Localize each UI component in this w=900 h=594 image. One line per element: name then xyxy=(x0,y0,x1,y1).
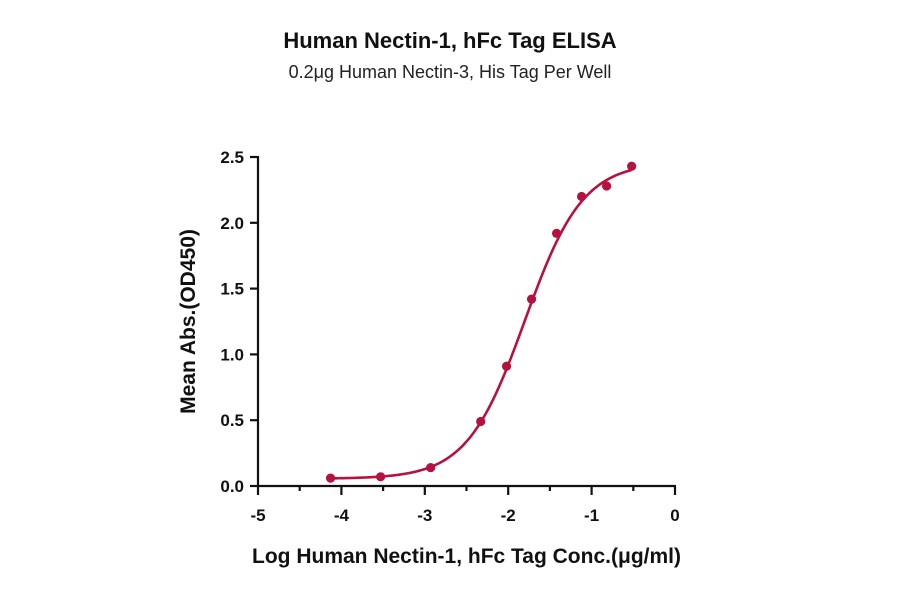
y-axis-label: Mean Abs.(OD450) xyxy=(177,229,200,414)
x-tick-label: -5 xyxy=(250,506,265,525)
y-tick-label: 1.0 xyxy=(220,345,244,364)
chart-title: Human Nectin-1, hFc Tag ELISA xyxy=(283,28,617,53)
y-tick-label: 0.5 xyxy=(220,411,244,430)
data-point xyxy=(426,462,436,473)
y-tick-label: 1.5 xyxy=(220,280,244,299)
y-tick-label: 2.5 xyxy=(220,148,244,167)
data-point xyxy=(602,181,612,191)
x-tick-label: -2 xyxy=(501,506,516,525)
chart-subtitle: 0.2μg Human Nectin-3, His Tag Per Well xyxy=(288,62,612,82)
x-tick-label: -1 xyxy=(584,506,599,525)
data-point xyxy=(501,361,512,371)
data-point xyxy=(325,473,336,483)
x-tick-label: -4 xyxy=(334,506,350,525)
x-axis-label: Log Human Nectin-1, hFc Tag Conc.(μg/ml) xyxy=(252,545,681,568)
tick-labels: 0.0 0.5 1.0 1.5 2.0 2.5 -5 -4 -3 -2 -1 0 xyxy=(220,148,679,525)
data-point xyxy=(375,472,386,482)
x-tick-label: -3 xyxy=(417,506,432,525)
y-tick-label: 2.0 xyxy=(220,214,244,233)
y-tick-label: 0.0 xyxy=(220,477,244,496)
data-points xyxy=(325,161,637,483)
axes xyxy=(250,155,677,495)
fit-curve xyxy=(330,168,632,480)
data-point xyxy=(576,191,587,202)
data-point xyxy=(476,416,486,427)
data-point xyxy=(627,161,637,171)
data-point xyxy=(551,228,562,238)
x-tick-label: 0 xyxy=(670,506,679,525)
data-point xyxy=(526,294,537,304)
